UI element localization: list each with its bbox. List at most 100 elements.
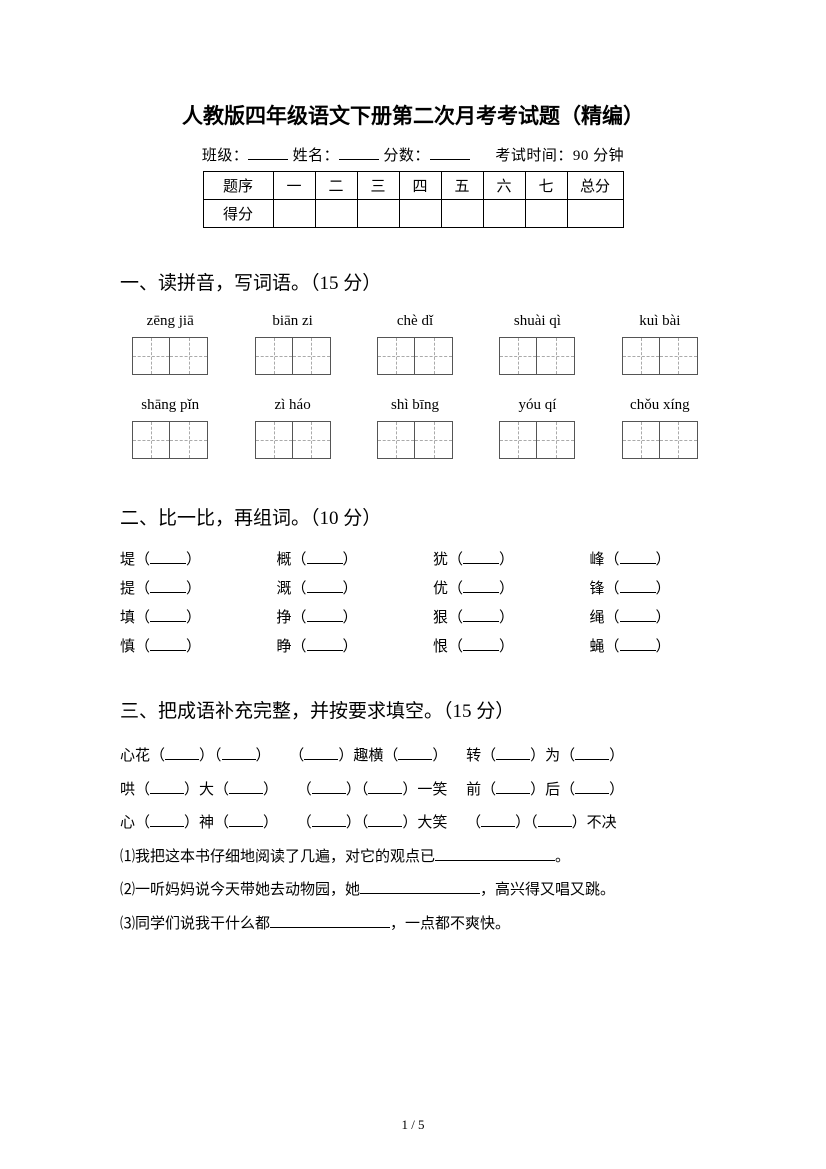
score-cell[interactable] <box>273 200 315 228</box>
col-header: 三 <box>357 172 399 200</box>
fill-blank[interactable] <box>435 850 555 861</box>
idiom-block: 心花（）（） （）趣横（） 转（）为（） 哄（）大（） （）（）一笑 前（）后（… <box>120 741 706 940</box>
fill-blank[interactable] <box>312 783 346 794</box>
class-blank[interactable] <box>248 146 288 160</box>
score-cell[interactable] <box>357 200 399 228</box>
score-cell[interactable] <box>315 200 357 228</box>
col-header: 五 <box>441 172 483 200</box>
score-label: 分数： <box>383 148 430 164</box>
exam-title: 人教版四年级语文下册第二次月考考试题（精编） <box>120 100 706 130</box>
fill-blank[interactable] <box>150 581 186 593</box>
fill-blank[interactable] <box>620 610 656 622</box>
name-label: 姓名： <box>293 148 340 164</box>
fill-blank[interactable] <box>496 749 530 760</box>
fill-blank[interactable] <box>620 552 656 564</box>
char-box-pair[interactable] <box>499 421 575 459</box>
pinyin-item: chè dǐ <box>369 313 461 375</box>
pinyin-item: chǒu xíng <box>614 397 706 459</box>
compare-cell: 概（） <box>277 548 394 569</box>
char-box-pair[interactable] <box>132 337 208 375</box>
fill-blank[interactable] <box>165 749 199 760</box>
score-cell[interactable] <box>441 200 483 228</box>
pinyin-item: yóu qí <box>491 397 583 459</box>
fill-blank[interactable] <box>463 639 499 651</box>
fill-blank[interactable] <box>463 552 499 564</box>
score-cell[interactable] <box>399 200 441 228</box>
char-box-pair[interactable] <box>499 337 575 375</box>
fill-blank[interactable] <box>481 816 515 827</box>
col-header: 一 <box>273 172 315 200</box>
col-header: 二 <box>315 172 357 200</box>
page-number: 1 / 5 <box>0 1117 826 1133</box>
col-header: 四 <box>399 172 441 200</box>
char-box-pair[interactable] <box>255 421 331 459</box>
fill-blank[interactable] <box>304 749 338 760</box>
score-blank[interactable] <box>430 146 470 160</box>
question-line: ⑶同学们说我干什么都，一点都不爽快。 <box>120 909 706 941</box>
compare-cell: 溉（） <box>277 577 394 598</box>
section1-heading: 一、读拼音，写词语。（15 分） <box>120 268 706 295</box>
score-cell[interactable] <box>483 200 525 228</box>
fill-blank[interactable] <box>575 783 609 794</box>
char-box-pair[interactable] <box>622 337 698 375</box>
pinyin-label: yóu qí <box>518 397 556 417</box>
name-blank[interactable] <box>339 146 379 160</box>
char-box-pair[interactable] <box>377 337 453 375</box>
fill-blank[interactable] <box>150 639 186 651</box>
fill-blank[interactable] <box>538 816 572 827</box>
score-cell[interactable] <box>525 200 567 228</box>
fill-blank[interactable] <box>307 639 343 651</box>
idiom-line: 哄（）大（） （）（）一笑 前（）后（） <box>120 775 706 807</box>
fill-blank[interactable] <box>270 917 390 928</box>
char-box-pair[interactable] <box>377 421 453 459</box>
compare-cell: 睁（） <box>277 635 394 656</box>
fill-blank[interactable] <box>368 783 402 794</box>
pinyin-label: chè dǐ <box>397 313 433 333</box>
fill-blank[interactable] <box>463 610 499 622</box>
compare-cell: 提（） <box>120 577 237 598</box>
class-label: 班级： <box>202 148 249 164</box>
pinyin-label: shì bīng <box>391 397 439 417</box>
char-box-pair[interactable] <box>622 421 698 459</box>
fill-blank[interactable] <box>229 783 263 794</box>
fill-blank[interactable] <box>360 883 480 894</box>
compare-cell: 慎（） <box>120 635 237 656</box>
fill-blank[interactable] <box>398 749 432 760</box>
fill-blank[interactable] <box>150 816 184 827</box>
compare-cell: 狠（） <box>433 606 550 627</box>
pinyin-label: biān zi <box>272 313 312 333</box>
col-header: 七 <box>525 172 567 200</box>
time-label: 考试时间：90 分钟 <box>495 148 624 164</box>
fill-blank[interactable] <box>312 816 346 827</box>
question-line: ⑴我把这本书仔细地阅读了几遍，对它的观点已。 <box>120 842 706 874</box>
score-cell[interactable] <box>567 200 623 228</box>
fill-blank[interactable] <box>150 783 184 794</box>
fill-blank[interactable] <box>368 816 402 827</box>
pinyin-label: shāng pǐn <box>141 397 199 417</box>
fill-blank[interactable] <box>620 581 656 593</box>
fill-blank[interactable] <box>496 783 530 794</box>
fill-blank[interactable] <box>307 581 343 593</box>
fill-blank[interactable] <box>463 581 499 593</box>
fill-blank[interactable] <box>222 749 256 760</box>
pinyin-label: shuài qì <box>514 313 561 333</box>
fill-blank[interactable] <box>620 639 656 651</box>
fill-blank[interactable] <box>307 610 343 622</box>
fill-blank[interactable] <box>307 552 343 564</box>
info-line: 班级： 姓名： 分数： 考试时间：90 分钟 <box>120 144 706 165</box>
compare-cell: 堤（） <box>120 548 237 569</box>
pinyin-item: shāng pǐn <box>124 397 216 459</box>
compare-cell: 锋（） <box>590 577 707 598</box>
score-table: 题序 一 二 三 四 五 六 七 总分 得分 <box>203 171 624 228</box>
char-box-pair[interactable] <box>132 421 208 459</box>
compare-cell: 恨（） <box>433 635 550 656</box>
pinyin-block-1: zēng jiā biān zi chè dǐ shuài qì kuì bài <box>120 313 706 375</box>
pinyin-block-2: shāng pǐn zì háo shì bīng yóu qí chǒu xí… <box>120 397 706 459</box>
fill-blank[interactable] <box>229 816 263 827</box>
pinyin-label: kuì bài <box>639 313 680 333</box>
fill-blank[interactable] <box>150 610 186 622</box>
fill-blank[interactable] <box>575 749 609 760</box>
char-box-pair[interactable] <box>255 337 331 375</box>
fill-blank[interactable] <box>150 552 186 564</box>
section3-heading: 三、把成语补充完整，并按要求填空。（15 分） <box>120 696 706 723</box>
